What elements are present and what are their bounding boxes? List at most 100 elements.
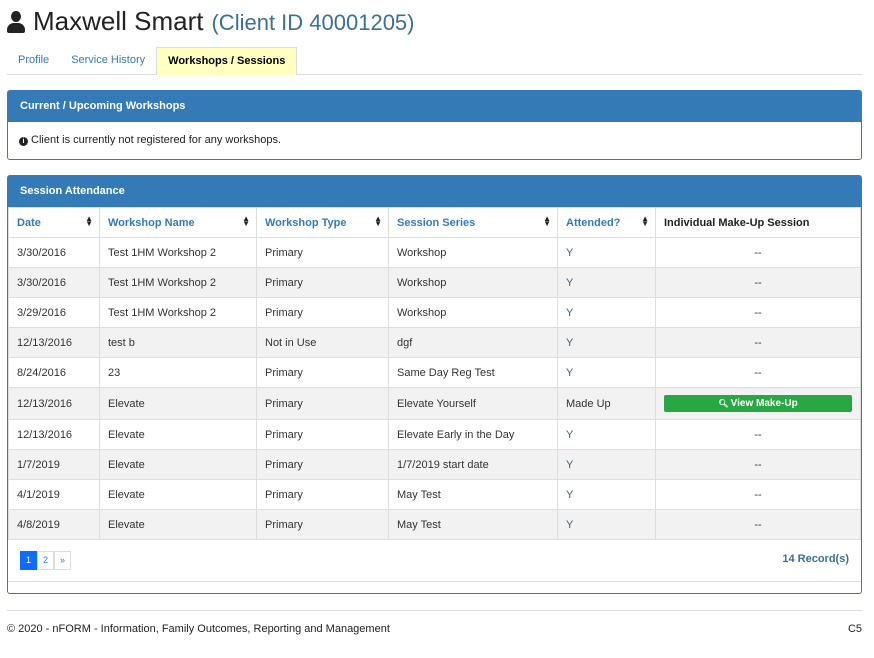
tab-service-history[interactable]: Service History bbox=[71, 54, 146, 66]
info-icon: i bbox=[19, 137, 28, 146]
column-header[interactable]: Date ▲ ▼ bbox=[8, 207, 100, 238]
column-header: Individual Make-Up Session bbox=[655, 207, 861, 238]
table-cell: Elevate bbox=[99, 387, 257, 420]
table-cell: -- bbox=[655, 419, 861, 450]
panel-heading: Current / Upcoming Workshops bbox=[8, 91, 861, 122]
table-cell: Elevate bbox=[99, 509, 257, 540]
page-2-button[interactable]: 2 bbox=[37, 551, 54, 570]
client-name: Maxwell Smart bbox=[33, 6, 204, 36]
client-id: (Client ID 40001205) bbox=[211, 10, 415, 35]
column-header[interactable]: Workshop Type ▲ ▼ bbox=[256, 207, 389, 238]
table-row: 3/29/2016 Test 1HM Workshop 2 Primary Works… bbox=[8, 297, 861, 328]
sort-icon[interactable]: ▲ ▼ bbox=[374, 214, 382, 228]
table-cell: Elevate bbox=[99, 419, 257, 450]
column-label: Workshop Type bbox=[265, 216, 347, 229]
sort-icon[interactable]: ▲ ▼ bbox=[242, 214, 250, 228]
record-count: 14 Record(s) bbox=[782, 553, 849, 565]
table-cell: -- bbox=[655, 479, 861, 510]
table-row: 12/13/2016 Elevate Primary Elevate Yourself… bbox=[8, 387, 861, 420]
table-cell: Primary bbox=[256, 267, 389, 298]
tab-profile[interactable]: Profile bbox=[18, 54, 50, 66]
view-make-up-button[interactable]: 🔍︎ View Make-Up bbox=[664, 395, 852, 412]
table-cell: 12/13/2016 bbox=[8, 419, 100, 450]
panel-heading: Session Attendance bbox=[8, 176, 861, 207]
current-workshops-panel: Current / Upcoming Workshops i Client is … bbox=[7, 90, 862, 160]
column-header[interactable]: Session Series ▲ ▼ bbox=[388, 207, 558, 238]
table-cell: Elevate Yourself bbox=[388, 387, 558, 420]
table-cell: May Test bbox=[388, 479, 558, 510]
table-cell: Primary bbox=[256, 357, 389, 388]
version-code: C5 bbox=[847, 623, 862, 635]
attendance-table: Date ▲ ▼ Workshop Name ▲ ▼ Workshop Type ▲ ▼ Sess… bbox=[8, 207, 861, 540]
column-label: Attended? bbox=[566, 216, 621, 229]
column-label: Session Series bbox=[397, 216, 476, 229]
table-cell: 1/7/2019 bbox=[8, 449, 100, 480]
sort-icon[interactable]: ▲ ▼ bbox=[543, 214, 551, 228]
column-header[interactable]: Workshop Name ▲ ▼ bbox=[99, 207, 257, 238]
search-icon: 🔍︎ bbox=[718, 399, 731, 408]
column-label: Date bbox=[17, 216, 41, 229]
table-cell: Elevate bbox=[99, 449, 257, 480]
no-workshops-message: Client is currently not registered for a… bbox=[31, 134, 282, 146]
table-cell: Same Day Reg Test bbox=[388, 357, 558, 388]
table-cell: Y bbox=[557, 509, 656, 540]
table-cell: 3/29/2016 bbox=[8, 297, 100, 328]
table-cell: -- bbox=[655, 237, 861, 268]
table-row: 4/8/2019 Elevate Primary May Test Y -- bbox=[8, 509, 861, 540]
table-cell: 🔍︎ View Make-Up bbox=[655, 387, 861, 420]
table-cell: Test 1HM Workshop 2 bbox=[99, 297, 257, 328]
table-row: 12/13/2016 test b Not in Use dgf Y -- bbox=[8, 327, 861, 358]
table-cell: Primary bbox=[256, 419, 389, 450]
page-title: Maxwell Smart (Client ID 40001205) bbox=[6, 6, 415, 37]
table-cell: -- bbox=[655, 509, 861, 540]
table-cell: Primary bbox=[256, 297, 389, 328]
table-cell: 8/24/2016 bbox=[8, 357, 100, 388]
column-label: Individual Make-Up Session bbox=[664, 216, 810, 229]
table-cell: Y bbox=[557, 449, 656, 480]
table-cell: 3/30/2016 bbox=[8, 237, 100, 268]
table-cell: 4/1/2019 bbox=[8, 479, 100, 510]
column-header[interactable]: Attended? ▲ ▼ bbox=[557, 207, 656, 238]
table-cell: Primary bbox=[256, 237, 389, 268]
tab-bar: Profile Service History Workshops / Sess… bbox=[7, 47, 862, 75]
table-cell: 4/8/2019 bbox=[8, 509, 100, 540]
session-attendance-panel: Session Attendance Date ▲ ▼ Workshop Name ▲ ▼… bbox=[7, 175, 862, 594]
table-row: 8/24/2016 23 Primary Same Day Reg Test Y -- bbox=[8, 357, 861, 388]
column-label: Workshop Name bbox=[108, 216, 195, 229]
table-cell: Y bbox=[557, 419, 656, 450]
table-cell: Elevate bbox=[99, 479, 257, 510]
table-cell: Y bbox=[557, 267, 656, 298]
table-cell: Primary bbox=[256, 387, 389, 420]
table-cell: 3/30/2016 bbox=[8, 267, 100, 298]
table-cell: Made Up bbox=[557, 387, 656, 420]
table-cell: -- bbox=[655, 449, 861, 480]
sort-icon[interactable]: ▲ ▼ bbox=[641, 214, 649, 228]
table-cell: Workshop bbox=[388, 267, 558, 298]
sort-icon[interactable]: ▲ ▼ bbox=[85, 214, 93, 228]
table-cell: Not in Use bbox=[256, 327, 389, 358]
pagination: 1 2» 14 Record(s) bbox=[8, 540, 861, 582]
footer: © 2020 - nFORM - Information, Family Out… bbox=[7, 610, 862, 635]
table-cell: -- bbox=[655, 297, 861, 328]
table-cell: 1/7/2019 start date bbox=[388, 449, 558, 480]
table-cell: -- bbox=[655, 267, 861, 298]
table-cell: Y bbox=[557, 237, 656, 268]
page-1-button[interactable]: 1 bbox=[20, 551, 37, 570]
table-cell: Y bbox=[557, 297, 656, 328]
next-page-button[interactable]: » bbox=[54, 551, 71, 570]
user-icon bbox=[6, 9, 26, 35]
tab-workshops-sessions[interactable]: Workshops / Sessions bbox=[156, 47, 298, 75]
table-cell: Elevate Early in the Day bbox=[388, 419, 558, 450]
table-row: 3/30/2016 Test 1HM Workshop 2 Primary Works… bbox=[8, 267, 861, 298]
table-cell: 12/13/2016 bbox=[8, 327, 100, 358]
copyright: © 2020 - nFORM - Information, Family Out… bbox=[7, 623, 390, 635]
table-cell: May Test bbox=[388, 509, 558, 540]
table-cell: test b bbox=[99, 327, 257, 358]
table-cell: Test 1HM Workshop 2 bbox=[99, 267, 257, 298]
table-cell: 23 bbox=[99, 357, 257, 388]
table-cell: -- bbox=[655, 327, 861, 358]
table-cell: Workshop bbox=[388, 297, 558, 328]
table-cell: Workshop bbox=[388, 237, 558, 268]
table-cell: Primary bbox=[256, 479, 389, 510]
table-cell: Test 1HM Workshop 2 bbox=[99, 237, 257, 268]
